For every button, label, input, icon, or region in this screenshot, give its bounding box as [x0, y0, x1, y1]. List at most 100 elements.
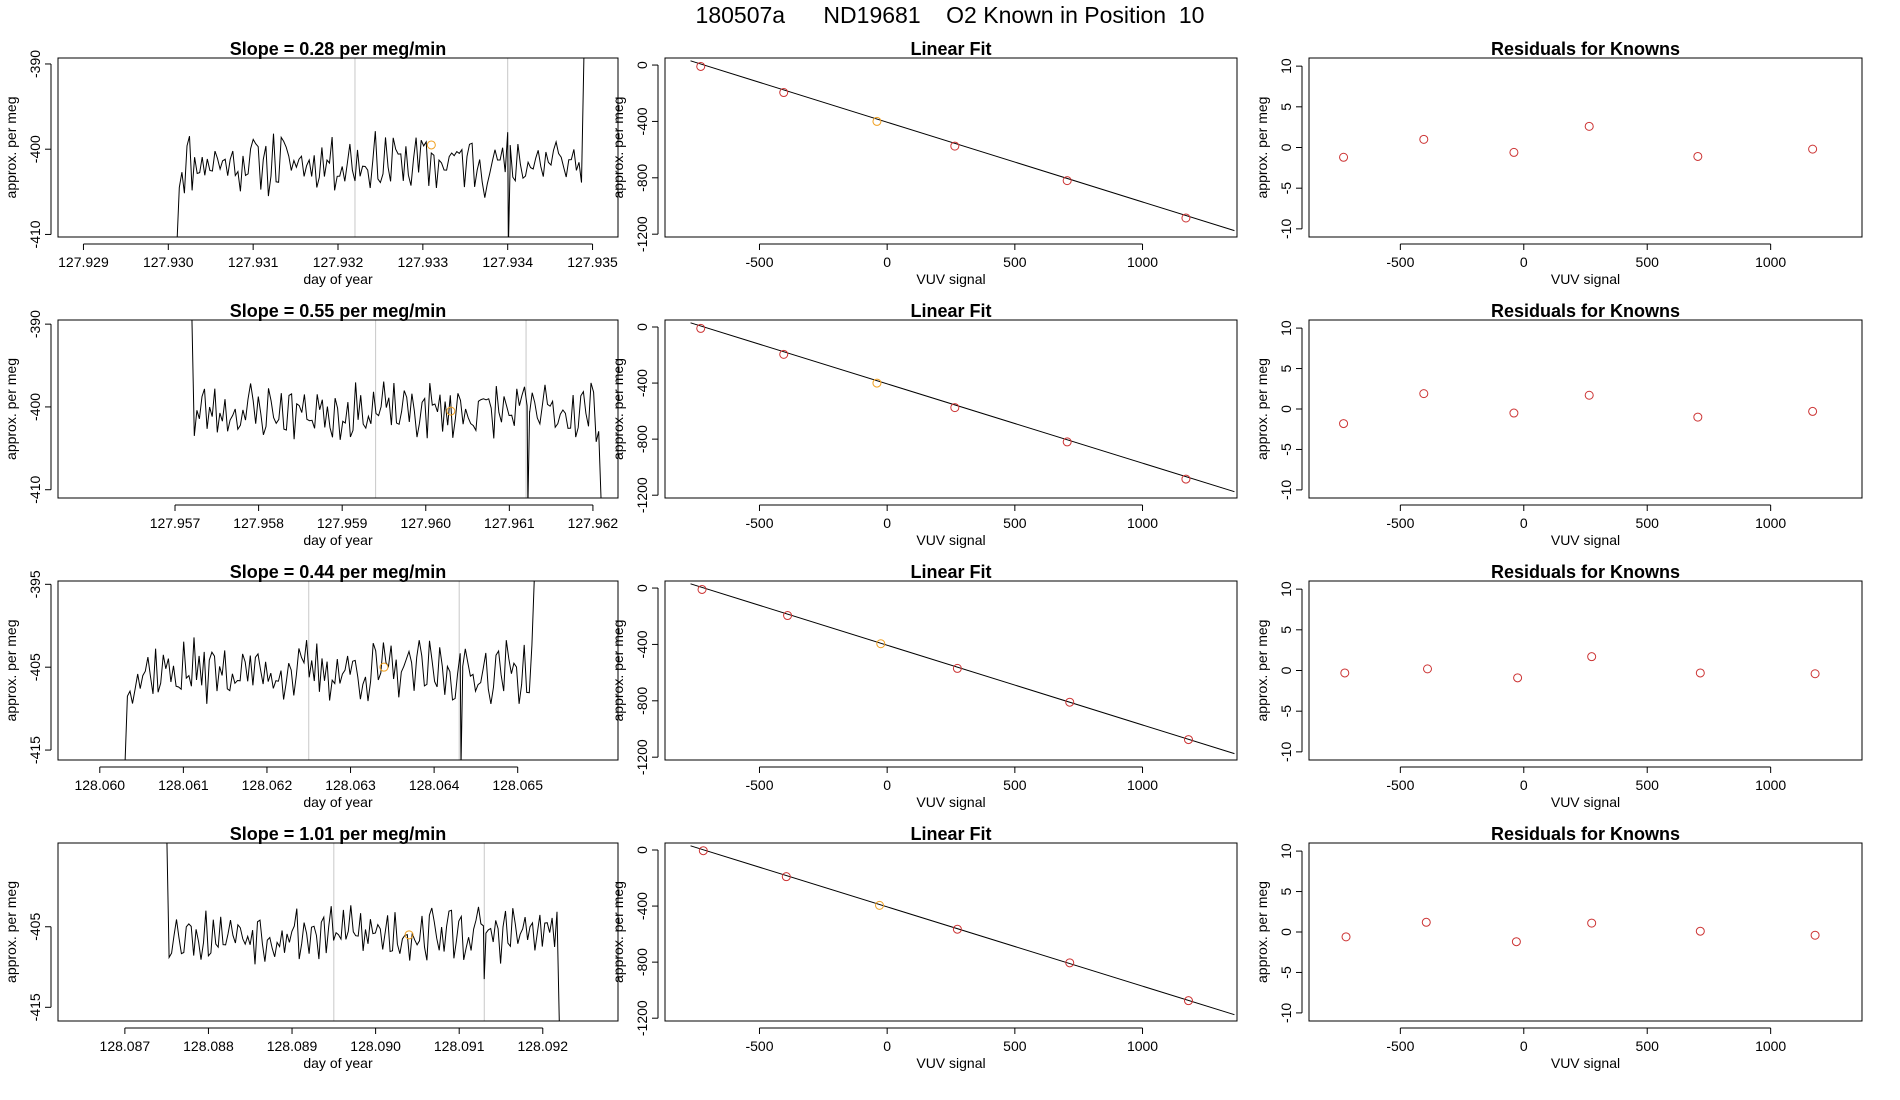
panel-0-0: 127.929 127.930 127.931 127.932 127.933 127.9…: [3, 39, 619, 287]
data-point: [1340, 668, 1350, 678]
panel-2-1: -500 0 500 1000 VUV signal -1200 -800 -400 0 appr…: [610, 562, 1238, 810]
x-tick-label: 128.060: [74, 777, 125, 793]
panel-2-2: -500 0 500 1000 VUV signal -10 -5 0 5 10 approx. p…: [1254, 562, 1863, 810]
x-axis-label: VUV signal: [916, 532, 985, 548]
data-point: [1183, 735, 1193, 745]
y-tick-label: -415: [27, 993, 43, 1021]
y-tick-label: 5: [1278, 887, 1294, 895]
data-point: [1339, 419, 1349, 429]
panel-title: Residuals for Knowns: [1491, 301, 1680, 321]
plot-frame: [1308, 842, 1863, 1022]
y-tick-label: 0: [1278, 143, 1294, 151]
x-tick-label: 128.088: [183, 1038, 234, 1054]
x-tick-label: 127.934: [482, 254, 533, 270]
data-point: [1065, 697, 1075, 707]
fit-line: [690, 60, 1235, 232]
x-tick-label: 128.092: [517, 1038, 568, 1054]
plot-frame: [57, 580, 619, 761]
y-axis-label: approx. per meg: [610, 620, 626, 722]
data-point: [1183, 996, 1193, 1006]
data-point: [876, 639, 886, 649]
panel-title: Linear Fit: [910, 39, 991, 59]
plot-area: [1341, 917, 1820, 947]
x-tick-label: 500: [1003, 1038, 1027, 1054]
plot-frame: [664, 319, 1238, 499]
plot-frame: [664, 842, 1238, 1022]
highlight-point: [404, 930, 414, 940]
plot-frame: [57, 319, 619, 499]
data-point: [1587, 918, 1597, 928]
y-tick-label: -5: [1278, 443, 1294, 456]
x-tick-label: -500: [1386, 1038, 1414, 1054]
plot-frame: [664, 57, 1238, 238]
data-point: [872, 378, 882, 388]
x-tick-label: 127.932: [313, 254, 364, 270]
y-tick-label: -400: [634, 369, 650, 397]
panel-0-2: -500 0 500 1000 VUV signal -10 -5 0 5 10 approx. p…: [1254, 39, 1863, 287]
data-point: [1062, 437, 1072, 447]
panel-2-0: 128.060 128.061 128.062 128.063 128.064 128.0…: [3, 562, 619, 810]
y-tick-label: 0: [1278, 405, 1294, 413]
x-tick-label: 127.933: [398, 254, 449, 270]
data-point: [872, 116, 882, 126]
x-tick-label: 1000: [1127, 777, 1158, 793]
x-tick-label: 127.929: [58, 254, 109, 270]
plot-frame: [57, 57, 619, 238]
panel-title: Residuals for Knowns: [1491, 39, 1680, 59]
y-tick-label: -390: [27, 310, 43, 338]
data-point: [1339, 152, 1349, 162]
data-point: [1509, 147, 1519, 157]
plot-area: [176, 58, 585, 237]
plot-frame: [1308, 319, 1863, 499]
x-tick-label: 128.091: [434, 1038, 485, 1054]
y-tick-label: 10: [1278, 581, 1294, 597]
x-tick-label: 128.089: [267, 1038, 318, 1054]
plot-frame: [1308, 580, 1863, 761]
data-point: [875, 900, 884, 910]
y-tick-label: 0: [634, 61, 650, 69]
plot-frame: [57, 842, 619, 1022]
data-point: [779, 349, 789, 359]
plot-area: [690, 845, 1235, 1016]
x-tick-label: 127.957: [150, 515, 201, 531]
x-tick-label: 0: [1520, 515, 1528, 531]
y-tick-label: -5: [1278, 966, 1294, 979]
x-tick-label: 1000: [1755, 777, 1786, 793]
series-line: [124, 581, 535, 760]
plot-area: [1340, 652, 1820, 683]
x-tick-label: 128.064: [409, 777, 460, 793]
data-point: [696, 323, 706, 333]
panel-title: Residuals for Knowns: [1491, 824, 1680, 844]
x-tick-label: 128.061: [158, 777, 209, 793]
x-tick-label: 500: [1636, 515, 1660, 531]
x-tick-label: -500: [1386, 777, 1414, 793]
y-axis-label: approx. per meg: [1254, 358, 1270, 460]
x-tick-label: -500: [745, 777, 773, 793]
data-point: [1695, 668, 1705, 678]
x-tick-label: 500: [1636, 777, 1660, 793]
x-axis-label: day of year: [303, 1055, 373, 1071]
x-tick-label: 127.930: [143, 254, 194, 270]
y-tick-label: 10: [1278, 58, 1294, 74]
data-point: [1419, 134, 1429, 144]
y-tick-label: -800: [634, 948, 650, 976]
y-tick-label: -10: [1278, 219, 1294, 239]
data-point: [1341, 932, 1351, 942]
data-point: [1810, 669, 1820, 679]
data-point: [1695, 926, 1705, 936]
x-tick-label: 127.960: [400, 515, 451, 531]
y-axis-label: approx. per meg: [1254, 881, 1270, 983]
fit-line: [690, 322, 1235, 493]
data-point: [696, 61, 706, 71]
plot-area: [1339, 121, 1818, 162]
y-tick-label: -410: [27, 220, 43, 248]
series-line: [176, 58, 585, 237]
y-axis-label: approx. per meg: [3, 358, 19, 460]
x-tick-label: -500: [1386, 515, 1414, 531]
plot-area: [166, 843, 560, 1021]
x-tick-label: 127.959: [317, 515, 368, 531]
x-axis-label: day of year: [303, 532, 373, 548]
y-axis-label: approx. per meg: [3, 881, 19, 983]
data-point: [1587, 652, 1597, 662]
y-tick-label: 10: [1278, 320, 1294, 336]
